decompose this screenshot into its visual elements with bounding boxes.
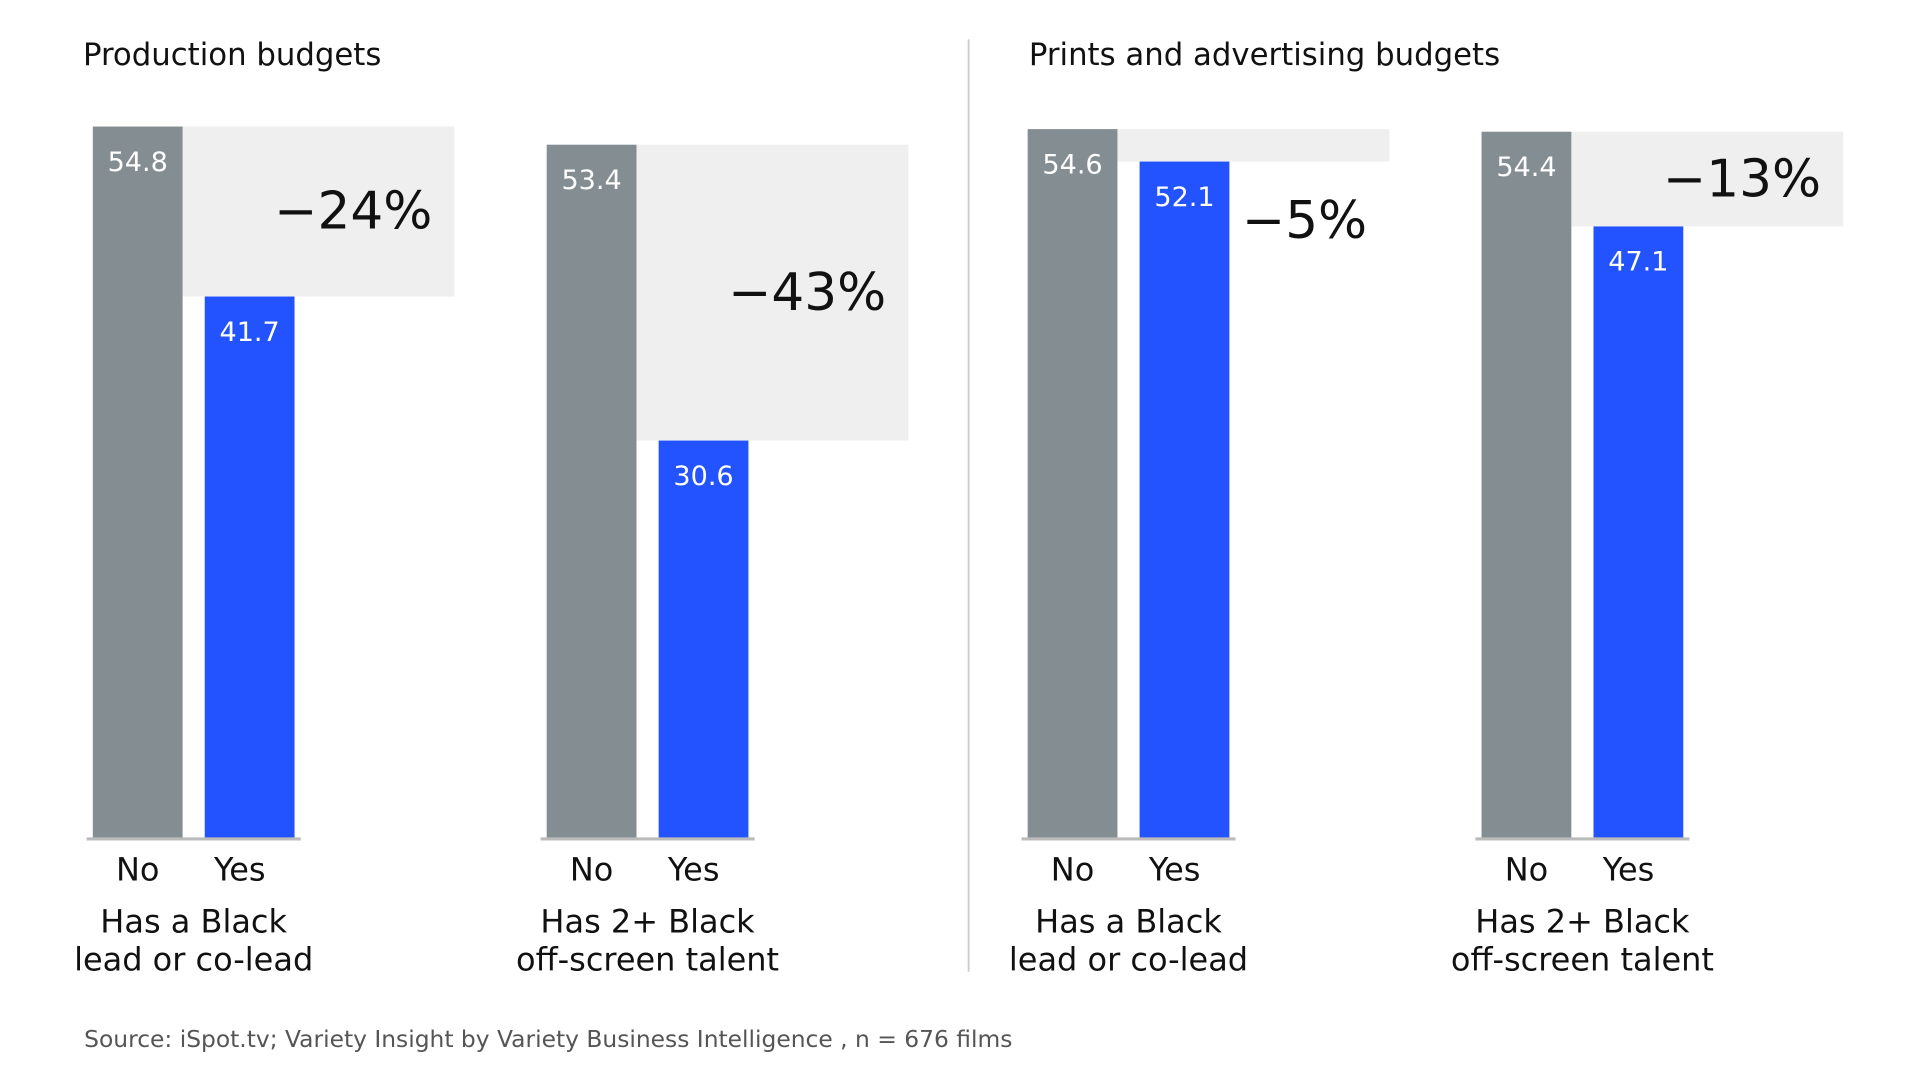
chart-title: Production budgets — [83, 37, 381, 73]
group-label: Has a Black — [1035, 902, 1222, 940]
chart-title: Prints and advertising budgets — [1029, 37, 1500, 73]
group-label: off-screen talent — [1451, 941, 1714, 979]
group-label: Has 2+ Black — [540, 902, 755, 940]
difference-label: −24% — [274, 182, 432, 242]
tick-label: Yes — [1602, 851, 1655, 889]
difference-label: −13% — [1663, 149, 1821, 209]
difference-label: −5% — [1242, 191, 1367, 251]
bar-no — [1481, 131, 1572, 838]
group-label: lead or co-lead — [74, 941, 313, 979]
source-note: Source: iSpot.tv; Variety Insight by Var… — [84, 1025, 1012, 1053]
difference-box — [1117, 129, 1390, 162]
data-label: 53.4 — [561, 165, 621, 196]
bar-yes — [204, 296, 295, 838]
data-label: 54.8 — [108, 147, 168, 178]
data-label: 47.1 — [1608, 247, 1668, 278]
tick-label: No — [570, 851, 613, 889]
bar-yes — [658, 440, 749, 838]
bar-yes — [1593, 226, 1684, 838]
tick-label: Yes — [667, 851, 720, 889]
data-label: 54.6 — [1042, 149, 1102, 180]
tick-label: No — [1051, 851, 1094, 889]
data-label: 41.7 — [220, 317, 280, 348]
group-label: off-screen talent — [516, 941, 779, 979]
bar-yes — [1139, 161, 1230, 838]
difference-box — [1571, 131, 1844, 227]
bar-no — [546, 144, 637, 838]
group-label: lead or co-lead — [1009, 941, 1248, 979]
bar-no — [1027, 129, 1118, 838]
difference-box — [636, 144, 909, 441]
tick-label: No — [1505, 851, 1548, 889]
group-label: Has 2+ Black — [1475, 902, 1690, 940]
data-label: 54.4 — [1496, 152, 1556, 183]
difference-label: −43% — [728, 263, 886, 323]
tick-label: Yes — [1148, 851, 1201, 889]
difference-box — [182, 126, 455, 297]
data-label: 52.1 — [1154, 182, 1214, 213]
tick-label: Yes — [213, 851, 266, 889]
group-label: Has a Black — [100, 902, 287, 940]
data-label: 30.6 — [673, 461, 733, 492]
bar-no — [92, 126, 183, 838]
tick-label: No — [116, 851, 159, 889]
